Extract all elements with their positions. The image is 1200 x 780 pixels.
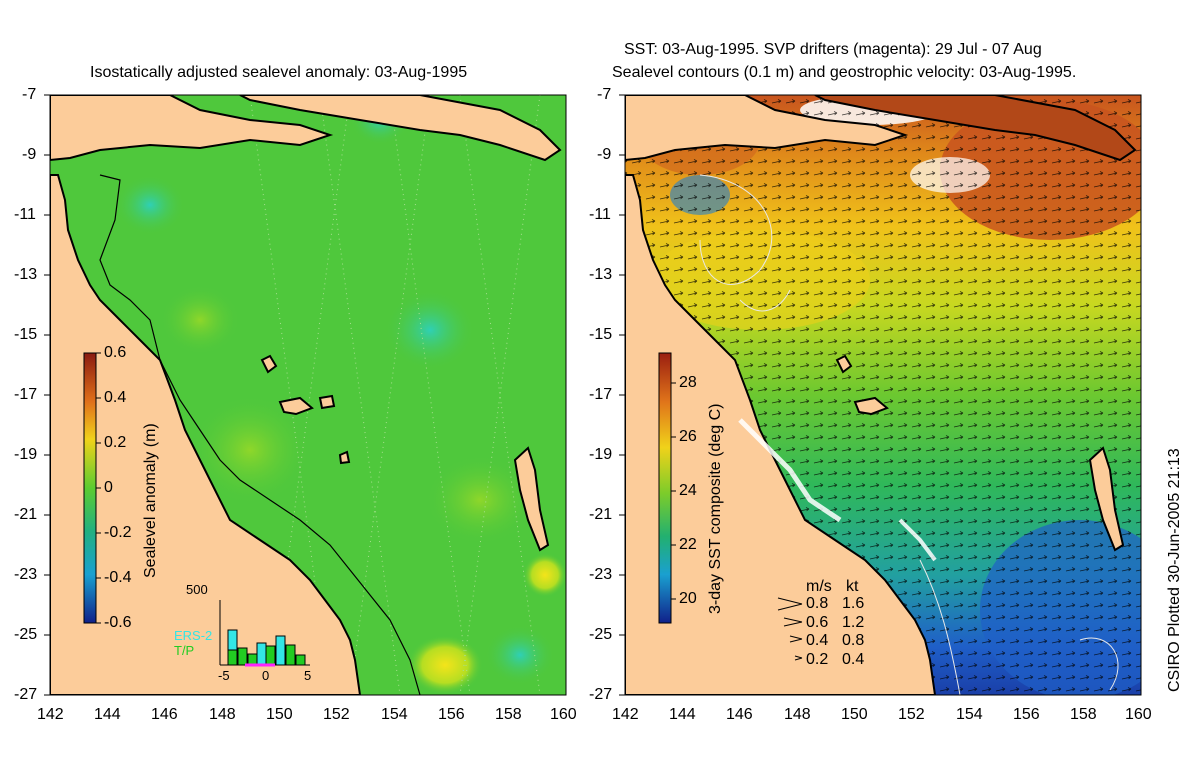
right-x-tick: 156	[1013, 706, 1040, 723]
inset-x-tick: 5	[304, 668, 312, 683]
right-y-tick: -7	[597, 86, 612, 103]
left-panel-title: Isostatically adjusted sealevel anomaly:…	[90, 64, 468, 81]
left-y-tick: -19	[14, 446, 38, 463]
sst-colorbar-tick: 20	[679, 590, 697, 607]
left-y-tick: -17	[14, 386, 38, 403]
sst-colorbar-tick: 22	[679, 536, 697, 553]
left-x-tick: 146	[151, 706, 178, 723]
right-x-tick: 160	[1125, 706, 1152, 723]
right-x-tick: 148	[784, 706, 811, 723]
left-y-tick: -13	[14, 266, 38, 283]
inset-legend-ers2: ERS-2	[174, 628, 213, 643]
velocity-legend-kt: 0.4	[842, 651, 865, 668]
right-y-tick: -23	[589, 566, 613, 583]
left-x-tick: 142	[37, 706, 64, 723]
left-y-tick: -15	[14, 326, 38, 343]
left-x-tick: 158	[495, 706, 522, 723]
left-x-tick: 160	[550, 706, 577, 723]
credit-label: CSIRO Plotted 30-Jun-2005 21:13	[1166, 448, 1183, 692]
left-x-tick: 152	[323, 706, 350, 723]
sealevel-colorbar-tick: 0.6	[104, 344, 127, 361]
left-x-tick: 144	[94, 706, 121, 723]
left-y-tick: -21	[14, 506, 38, 523]
sealevel-colorbar-tick: 0.2	[104, 434, 127, 451]
right-x-tick: 154	[956, 706, 983, 723]
sst-colorbar-tick: 24	[679, 482, 697, 499]
left-y-tick: -9	[22, 146, 37, 163]
sealevel-colorbar-tick: 0	[104, 479, 113, 496]
sealevel-colorbar-label: Sealevel anomaly (m)	[142, 423, 159, 578]
inset-x-tick: -5	[218, 668, 230, 683]
velocity-legend-kt: 1.6	[842, 595, 865, 612]
right-panel-title-line2: Sealevel contours (0.1 m) and geostrophi…	[612, 64, 1077, 81]
left-y-tick: -23	[14, 566, 38, 583]
left-y-tick: -7	[22, 86, 37, 103]
left-x-tick: 154	[381, 706, 408, 723]
inset-x-tick: 0	[262, 668, 270, 683]
sealevel-colorbar	[83, 352, 97, 624]
right-y-tick: -17	[589, 386, 613, 403]
velocity-legend-kt: 1.2	[842, 614, 865, 631]
sealevel-colorbar-tick: -0.2	[104, 524, 132, 541]
inset-legend-tp: T/P	[174, 643, 195, 658]
right-y-tick: -25	[589, 626, 613, 643]
left-x-tick: 148	[209, 706, 236, 723]
left-x-tick: 156	[438, 706, 465, 723]
right-y-tick: -15	[589, 326, 613, 343]
velocity-legend-header-kt: kt	[846, 578, 859, 595]
left-y-tick: -11	[14, 206, 36, 223]
sst-colorbar-tick: 28	[679, 374, 697, 391]
sst-map	[625, 95, 1141, 695]
left-y-tick: -25	[14, 626, 38, 643]
sst-colorbar	[658, 352, 672, 624]
sealevel-colorbar-tick: -0.6	[104, 614, 132, 631]
right-y-tick: -27	[589, 686, 613, 703]
right-y-tick: -13	[589, 266, 613, 283]
sealevel-colorbar-tick: 0.4	[104, 389, 127, 406]
velocity-legend-ms: 0.6	[806, 614, 829, 631]
sst-colorbar-tick: 26	[679, 428, 697, 445]
right-x-tick: 150	[841, 706, 868, 723]
velocity-legend-header-ms: m/s	[806, 578, 832, 595]
inset-top-label: 500	[186, 582, 208, 597]
right-x-tick: 152	[898, 706, 925, 723]
right-y-tick: -21	[589, 506, 613, 523]
right-y-tick: -11	[589, 206, 611, 223]
sealevel-colorbar-tick: -0.4	[104, 569, 132, 586]
sealevel-anomaly-map	[50, 95, 566, 695]
right-x-tick: 144	[669, 706, 696, 723]
right-panel-title-line1: SST: 03-Aug-1995. SVP drifters (magenta)…	[624, 41, 1042, 58]
right-x-tick: 146	[726, 706, 753, 723]
velocity-legend-arrows	[777, 597, 803, 661]
left-x-tick: 150	[266, 706, 293, 723]
left-y-tick: -27	[14, 686, 38, 703]
velocity-legend-kt: 0.8	[842, 632, 865, 649]
sst-colorbar-label: 3-day SST composite (deg C)	[707, 403, 724, 614]
velocity-legend-ms: 0.4	[806, 632, 829, 649]
right-x-tick: 158	[1070, 706, 1097, 723]
velocity-legend-ms: 0.2	[806, 651, 829, 668]
velocity-legend-ms: 0.8	[806, 595, 829, 612]
track-histogram-inset	[219, 600, 310, 667]
right-y-tick: -19	[589, 446, 613, 463]
right-x-tick: 142	[612, 706, 639, 723]
right-y-tick: -9	[597, 146, 612, 163]
